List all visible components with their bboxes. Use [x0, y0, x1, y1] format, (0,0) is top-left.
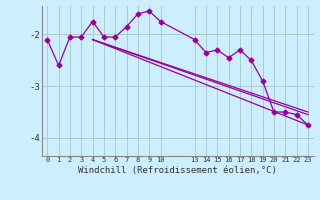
- X-axis label: Windchill (Refroidissement éolien,°C): Windchill (Refroidissement éolien,°C): [78, 166, 277, 175]
